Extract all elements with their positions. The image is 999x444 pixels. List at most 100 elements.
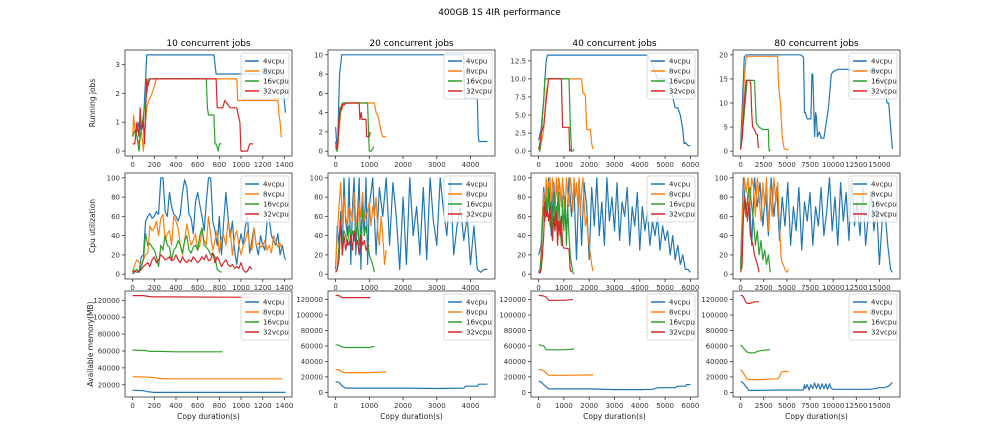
legend-label-8vcpu: 8vcpu <box>466 309 487 317</box>
y-tick-label: 20 <box>111 251 120 259</box>
y-tick-label: 100000 <box>296 311 323 319</box>
x-axis-label: Copy duration(s) <box>177 412 240 421</box>
x-axis-label: Copy duration(s) <box>785 412 848 421</box>
legend-box <box>848 293 898 341</box>
x-tick-label: 4000 <box>462 161 480 169</box>
series-line-8vcpu <box>335 102 387 152</box>
x-tick-label: 1400 <box>275 161 293 169</box>
y-tick-label: 0 <box>319 271 323 279</box>
x-tick-label: 0 <box>333 161 337 169</box>
legend-label-32vcpu: 32vcpu <box>669 211 695 219</box>
legend-label-16vcpu: 16vcpu <box>669 201 695 209</box>
legend-label-4vcpu: 4vcpu <box>466 299 487 307</box>
series-line-4vcpu <box>538 380 691 391</box>
series-line-8vcpu <box>538 368 594 376</box>
x-tick-label: 15000 <box>868 284 890 292</box>
y-tick-label: 20 <box>719 251 728 259</box>
y-tick-label: 60000 <box>504 342 526 350</box>
x-tick-label: 0 <box>536 402 540 410</box>
x-tick-label: 600 <box>191 284 204 292</box>
x-tick-label: 1200 <box>254 284 272 292</box>
y-tick-label: 60000 <box>98 347 120 355</box>
x-tick-label: 5000 <box>778 402 796 410</box>
x-tick-label: 2000 <box>580 161 598 169</box>
y-tick-label: 100000 <box>499 311 526 319</box>
x-tick-label: 12500 <box>845 161 867 169</box>
legend-label-8vcpu: 8vcpu <box>669 191 690 199</box>
legend: 4vcpu 8vcpu 16vcpu 32vcpu <box>240 293 290 341</box>
x-tick-label: 4000 <box>631 402 649 410</box>
x-tick-label: 2500 <box>755 284 773 292</box>
legend-label-32vcpu: 32vcpu <box>466 88 492 96</box>
legend: 4vcpu 8vcpu 16vcpu 32vcpu <box>240 175 290 223</box>
x-tick-label: 12500 <box>845 402 867 410</box>
x-tick-label: 1000 <box>360 284 378 292</box>
series-line-32vcpu <box>335 294 371 299</box>
x-tick-label: 7500 <box>801 284 819 292</box>
x-tick-label: 400 <box>169 402 182 410</box>
legend-box <box>646 175 696 223</box>
y-tick-label: 0 <box>724 271 728 279</box>
legend-label-32vcpu: 32vcpu <box>263 329 289 337</box>
y-tick-label: 2 <box>116 90 120 98</box>
x-tick-label: 1000 <box>232 284 250 292</box>
x-tick-label: 0 <box>333 284 337 292</box>
legend-label-4vcpu: 4vcpu <box>263 181 284 189</box>
series-line-16vcpu <box>538 78 575 152</box>
x-tick-label: 0 <box>130 161 134 169</box>
x-tick-label: 10000 <box>822 284 844 292</box>
x-tick-label: 15000 <box>868 161 890 169</box>
legend-label-16vcpu: 16vcpu <box>871 319 897 327</box>
series-line-32vcpu <box>740 196 760 273</box>
series-line-8vcpu <box>335 182 387 267</box>
y-tick-label: 40 <box>314 232 323 240</box>
y-tick-label: 20000 <box>301 373 323 381</box>
x-tick-label: 6000 <box>681 284 699 292</box>
y-tick-label: 80 <box>517 194 526 202</box>
subplot-r2-c1: Copy duration(s)0 1000 2000 3000 40000200004… <box>296 290 496 421</box>
y-tick-label: 20000 <box>504 373 526 381</box>
series-line-16vcpu <box>740 186 771 273</box>
legend: 4vcpu 8vcpu 16vcpu 32vcpu <box>443 52 493 100</box>
subplot-title: 10 concurrent jobs <box>166 39 251 49</box>
legend: 4vcpu 8vcpu 16vcpu 32vcpu <box>848 293 898 341</box>
y-tick-label: 20 <box>517 251 526 259</box>
y-tick-label: 0 <box>116 271 120 279</box>
x-tick-label: 200 <box>148 402 161 410</box>
x-axis-label: Copy duration(s) <box>583 412 646 421</box>
series-line-32vcpu <box>538 201 573 274</box>
series-line-32vcpu <box>335 220 370 273</box>
x-axis-label: Copy duration(s) <box>380 412 443 421</box>
legend-label-4vcpu: 4vcpu <box>466 58 487 66</box>
y-tick-label: 80 <box>719 194 728 202</box>
y-tick-label: 0 <box>522 389 526 397</box>
legend-label-16vcpu: 16vcpu <box>871 201 897 209</box>
y-tick-label: 120000 <box>93 297 120 305</box>
x-tick-label: 5000 <box>656 402 674 410</box>
subplot-r0-c1: 20 concurrent jobs 0 1000 2000 3000 4000 0 2 4 6 8… <box>314 39 496 169</box>
x-tick-label: 5000 <box>778 284 796 292</box>
y-tick-label: 0 <box>724 148 728 156</box>
legend: 4vcpu 8vcpu 16vcpu 32vcpu <box>443 293 493 341</box>
legend-label-32vcpu: 32vcpu <box>263 88 289 96</box>
axes-frame <box>124 290 293 398</box>
axes-frame <box>327 172 496 280</box>
legend-label-4vcpu: 4vcpu <box>871 299 892 307</box>
y-tick-label: 100000 <box>701 311 728 319</box>
legend-label-4vcpu: 4vcpu <box>871 58 892 66</box>
x-tick-label: 3000 <box>606 161 624 169</box>
legend: 4vcpu 8vcpu 16vcpu 32vcpu <box>443 175 493 223</box>
legend: 4vcpu 8vcpu 16vcpu 32vcpu <box>848 52 898 100</box>
legend-label-8vcpu: 8vcpu <box>263 68 284 76</box>
legend-label-8vcpu: 8vcpu <box>871 191 892 199</box>
y-tick-label: 120000 <box>296 296 323 304</box>
subplot-r2-c3: Copy duration(s)0 2500 5000 7500 10000 12500 1… <box>701 290 901 421</box>
x-tick-label: 4000 <box>631 284 649 292</box>
x-tick-label: 1000 <box>232 402 250 410</box>
legend-label-8vcpu: 8vcpu <box>466 68 487 76</box>
y-tick-label: 0 <box>319 389 323 397</box>
legend: 4vcpu 8vcpu 16vcpu 32vcpu <box>848 175 898 223</box>
x-tick-label: 4000 <box>462 402 480 410</box>
legend: 4vcpu 8vcpu 16vcpu 32vcpu <box>646 52 696 100</box>
